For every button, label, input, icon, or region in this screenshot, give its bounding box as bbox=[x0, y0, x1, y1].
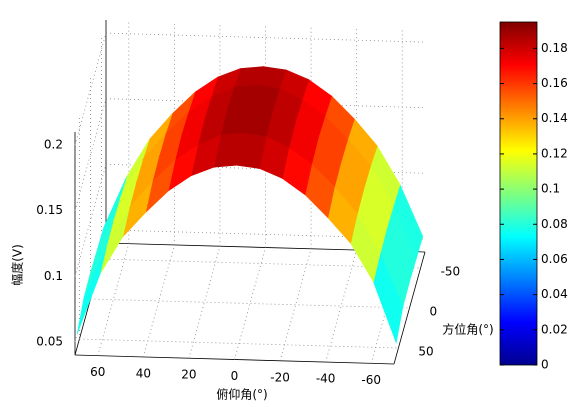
y-axis-label: 方位角(°) bbox=[442, 322, 493, 337]
x-tick-label: 40 bbox=[136, 366, 151, 380]
x-tick-label: -60 bbox=[361, 373, 381, 387]
grid-line bbox=[325, 249, 358, 363]
z-tick-label: 0.2 bbox=[44, 138, 63, 152]
grid-line bbox=[234, 247, 266, 360]
y-tick-label: -50 bbox=[441, 265, 461, 279]
colorbar-tick-label: 0.16 bbox=[541, 76, 568, 90]
grid-line bbox=[97, 243, 130, 356]
colorbar-tick-label: 0.04 bbox=[541, 287, 568, 301]
surface-patch bbox=[76, 246, 107, 334]
y-tick-label: 50 bbox=[418, 345, 433, 359]
colorbar-tick-label: 0 bbox=[541, 358, 549, 372]
x-axis-label: 俯仰角(°) bbox=[216, 387, 267, 402]
grid-line bbox=[74, 33, 107, 146]
z-tick-label: 0.05 bbox=[36, 334, 63, 348]
grid-line bbox=[105, 32, 426, 43]
y-tick-label: 0 bbox=[430, 305, 438, 319]
x-tick-label: -20 bbox=[270, 370, 290, 384]
z-tick-label: 0.1 bbox=[44, 269, 63, 283]
x-tick-label: -40 bbox=[316, 372, 336, 386]
x-tick-label: 60 bbox=[90, 365, 105, 379]
grid-line bbox=[79, 338, 399, 349]
x-tick-label: 0 bbox=[231, 369, 239, 383]
colorbar-tick-label: 0.06 bbox=[541, 252, 568, 266]
colorbar-tick-label: 0.14 bbox=[541, 111, 568, 125]
grid-line bbox=[74, 98, 107, 211]
colorbar-tick-label: 0.18 bbox=[541, 41, 568, 55]
z-axis-label: 幅度(V) bbox=[10, 244, 25, 286]
grid-line bbox=[74, 164, 107, 277]
z-tick-label: 0.15 bbox=[36, 203, 63, 217]
grid-line bbox=[188, 246, 221, 359]
grid-line bbox=[90, 298, 410, 309]
colorbar-tick-label: 0.12 bbox=[541, 146, 568, 160]
x-tick-label: 20 bbox=[181, 368, 196, 382]
axis-box bbox=[393, 251, 426, 365]
colorbar-tick-label: 0.08 bbox=[541, 217, 568, 231]
colorbar-tick-label: 0.02 bbox=[541, 322, 568, 336]
colorbar-tick-label: 0.1 bbox=[541, 182, 560, 196]
grid-line bbox=[279, 248, 312, 361]
grid-line bbox=[142, 244, 175, 358]
colorbar bbox=[499, 21, 538, 366]
